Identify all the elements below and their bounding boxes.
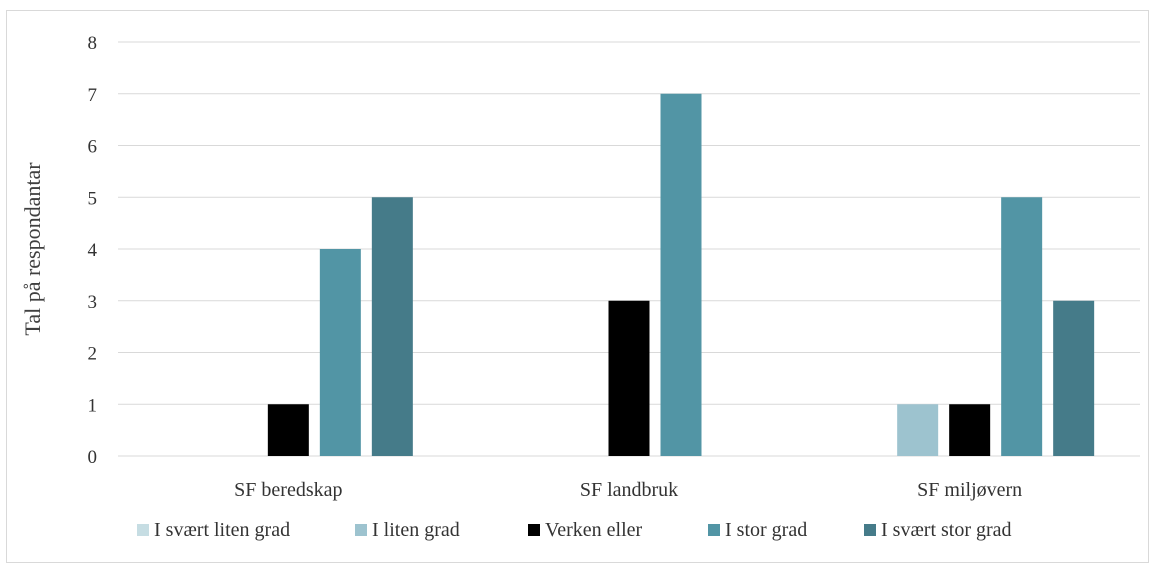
y-tick-label-8: 8 — [88, 33, 98, 54]
legend-label-4: I stor grad — [725, 519, 807, 541]
bar-2-4 — [660, 93, 702, 456]
bar-3-5 — [1053, 300, 1095, 456]
y-tick-label-6: 6 — [88, 137, 98, 158]
y-tick-label-1: 1 — [88, 395, 98, 416]
y-axis-label: Tal på respondantar — [20, 162, 45, 336]
legend-label-5: I svært stor grad — [881, 519, 1012, 541]
bar-1-5 — [371, 197, 413, 456]
legend-swatch-3 — [528, 524, 540, 536]
bar-3-2 — [897, 404, 939, 456]
legend-swatch-4 — [708, 524, 720, 536]
bar-2-3 — [608, 300, 650, 456]
chart-frame — [6, 10, 1149, 563]
bar-1-3 — [267, 404, 309, 456]
y-tick-label-5: 5 — [88, 188, 98, 209]
bar-3-4 — [1001, 197, 1043, 456]
legend-swatch-2 — [355, 524, 367, 536]
legend-label-2: I liten grad — [372, 519, 460, 541]
y-tick-label-0: 0 — [88, 447, 98, 468]
bar-1-4 — [319, 249, 361, 456]
y-tick-label-2: 2 — [88, 344, 98, 365]
legend-swatch-5 — [864, 524, 876, 536]
x-category-label-3: SF miljøvern — [917, 479, 1022, 501]
y-tick-label-3: 3 — [88, 292, 98, 313]
y-tick-label-7: 7 — [88, 85, 98, 106]
legend-swatch-1 — [137, 524, 149, 536]
legend-label-1: I svært liten grad — [154, 519, 290, 541]
legend-label-3: Verken eller — [545, 519, 643, 541]
x-category-label-2: SF landbruk — [580, 479, 678, 501]
x-category-label-1: SF beredskap — [234, 479, 342, 501]
bar-3-3 — [949, 404, 991, 456]
y-tick-label-4: 4 — [88, 240, 98, 261]
